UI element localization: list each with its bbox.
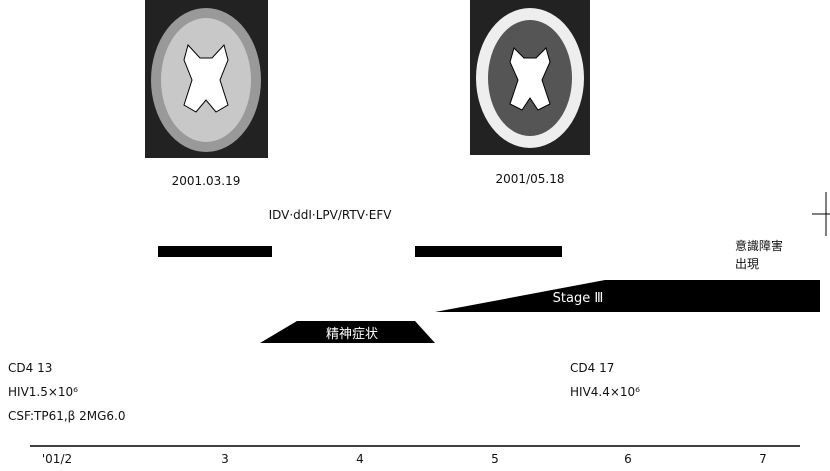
lab-text: CSF:TP61,β 2MG6.0 bbox=[8, 409, 126, 423]
event-label: 出現 bbox=[735, 257, 759, 271]
axis-label: 6 bbox=[624, 452, 632, 466]
axis-label: '01/2 bbox=[42, 452, 72, 466]
axis-label: 3 bbox=[221, 452, 229, 466]
treatment-bar bbox=[415, 246, 562, 257]
stage-label: Stage Ⅲ bbox=[553, 291, 604, 306]
lab-text: CD4 17 bbox=[570, 361, 614, 375]
image-date: 2001.03.19 bbox=[172, 174, 241, 188]
axis-label: 5 bbox=[491, 452, 499, 466]
timeline-diagram: 2001.03.19 2001/05.18 IDV·ddI·LPV/RTV·EF… bbox=[0, 0, 830, 471]
stage-wedge bbox=[435, 280, 820, 312]
image-date: 2001/05.18 bbox=[496, 172, 565, 186]
lab-text: HIV1.5×10⁶ bbox=[8, 385, 78, 399]
psychiatric-label: 精神症状 bbox=[326, 327, 378, 342]
lab-text: CD4 13 bbox=[8, 361, 52, 375]
mri-image bbox=[145, 0, 268, 158]
axis-label: 4 bbox=[356, 452, 364, 466]
treatment-bar bbox=[158, 246, 272, 257]
axis-label: 7 bbox=[759, 452, 767, 466]
event-label: 意識障害 bbox=[735, 238, 783, 253]
mri-image bbox=[470, 0, 590, 155]
treatment-label: IDV·ddI·LPV/RTV·EFV bbox=[269, 208, 393, 222]
lab-text: HIV4.4×10⁶ bbox=[570, 385, 640, 399]
